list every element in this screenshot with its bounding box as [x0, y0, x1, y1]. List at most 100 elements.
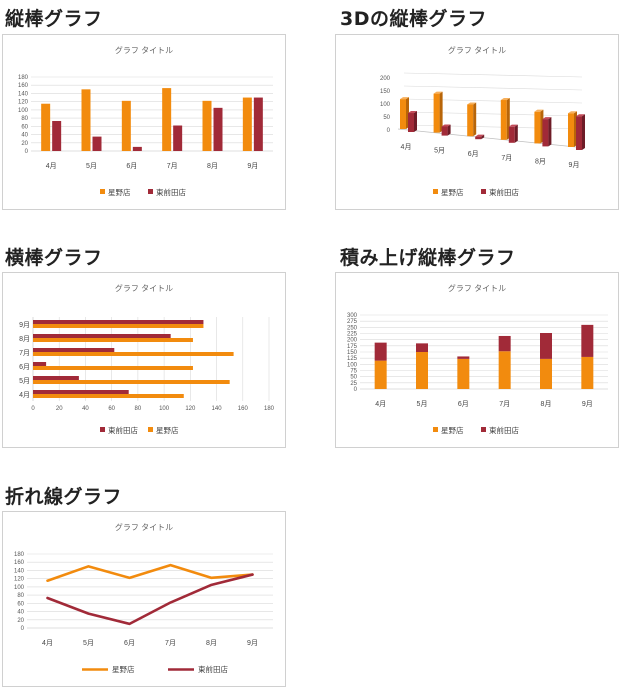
bar-higashimaeda [92, 136, 102, 151]
y-tick-label: 7月 [19, 349, 30, 357]
x-tick-label: 6月 [468, 150, 479, 158]
bar-higashimaeda [173, 125, 183, 151]
bar-hoshino [374, 360, 387, 389]
column-chart: グラフ タイトル 0 20 40 60 80 100 120 140 160 180 4月 5月 6月 7… [18, 45, 273, 197]
y-tick-label: 5月 [19, 377, 30, 385]
y-tick-label: 25 [350, 381, 357, 387]
y-tick-label: 125 [347, 356, 358, 362]
bar-higashimaeda [581, 324, 594, 357]
legend-entry: 星野店 [441, 187, 464, 197]
x-tick-label: 7月 [165, 639, 176, 647]
x-tick-label: 5月 [83, 639, 94, 647]
x-tick-label: 5月 [417, 400, 428, 408]
y-tick-label: 200 [347, 338, 358, 344]
y-tick-label: 80 [21, 116, 28, 122]
y-tick-label: 4月 [19, 391, 30, 399]
y-tick-label: 60 [17, 601, 24, 607]
bar-higashimaeda [33, 348, 115, 352]
y-tick-label: 9月 [19, 321, 30, 329]
bar-hoshino [457, 358, 470, 389]
x-tick-label: 6月 [126, 162, 137, 170]
bar-top [534, 109, 544, 112]
x-tick-label: 5月 [86, 162, 97, 170]
y-tick-label: 8月 [19, 335, 30, 343]
stacked-column-chart-panel: グラフ タイトル 0 25 50 75 100 125 150 175 200 225 250 275… [335, 272, 619, 448]
gridline [403, 111, 583, 117]
y-tick-label: 250 [347, 325, 358, 331]
x-tick-label: 120 [185, 406, 196, 412]
bar-side [548, 117, 552, 147]
bar-higashimaeda [33, 320, 204, 324]
x-tick-label: 40 [82, 406, 89, 412]
x-tick-label: 180 [264, 406, 275, 412]
bar-side [481, 134, 485, 140]
y-tick-label: 225 [347, 332, 358, 338]
x-tick-label: 4月 [401, 143, 412, 151]
y-tick-label: 100 [347, 362, 358, 368]
legend-entry: 星野店 [108, 187, 131, 197]
heading-line-chart: 折れ線グラフ [5, 486, 123, 508]
chart-title: グラフ タイトル [115, 283, 173, 293]
bar-hoshino [41, 103, 51, 151]
y-tick-label: 150 [347, 350, 358, 356]
y-tick-label: 100 [380, 102, 391, 108]
chart-title: グラフ タイトル [115, 45, 173, 55]
gridline [403, 85, 583, 91]
bar-front-hoshino [467, 104, 474, 137]
heading-stacked-column-chart: 積み上げ縦棒グラフ [340, 247, 516, 269]
bar-front-higashimaeda [408, 113, 414, 132]
x-tick-label: 8月 [207, 162, 218, 170]
y-tick-label: 140 [14, 568, 25, 574]
legend-swatch [148, 189, 153, 194]
gridline [403, 98, 583, 104]
x-tick-label: 7月 [167, 162, 178, 170]
bar-top [441, 124, 451, 127]
bar-higashimaeda [253, 97, 263, 151]
y-tick-label: 140 [18, 91, 29, 97]
bar-higashimaeda [52, 120, 62, 151]
y-tick-label: 75 [350, 369, 357, 375]
y-tick-label: 200 [380, 76, 391, 82]
y-tick-label: 20 [17, 618, 24, 624]
bar-hoshino [121, 100, 131, 151]
legend-swatch [481, 427, 486, 432]
gridline [403, 124, 583, 130]
bar-hoshino [498, 351, 511, 389]
bar-higashimaeda [132, 146, 142, 151]
y-tick-label: 180 [18, 75, 29, 81]
bar-top [576, 114, 585, 117]
bar-front-higashimaeda [576, 116, 582, 150]
legend-swatch [100, 427, 105, 432]
y-tick-label: 0 [21, 626, 25, 632]
bar-hoshino [33, 324, 204, 328]
legend-entry: 東前田店 [156, 187, 186, 197]
bar-top [508, 124, 518, 127]
line-chart: グラフ タイトル 0 20 40 60 80 100 120 140 160 180 4月 5月 6月 7… [14, 522, 273, 674]
y-tick-label: 0 [25, 149, 29, 155]
bar-hoshino [581, 356, 594, 389]
y-tick-label: 100 [14, 585, 25, 591]
bar-hoshino [416, 352, 428, 389]
bar-chart-panel: グラフ タイトル 0 20 40 60 80 100 120 140 160 180 4月 5月 6月 7… [2, 272, 286, 448]
bar-top [400, 97, 409, 100]
y-tick-label: 40 [21, 133, 28, 139]
y-tick-label: 40 [17, 610, 24, 616]
legend-entry: 星野店 [441, 425, 464, 435]
y-tick-label: 180 [14, 552, 25, 558]
bar-front-higashimaeda [508, 126, 515, 143]
bar-hoshino [202, 100, 212, 151]
bar-front-hoshino [534, 111, 541, 144]
x-tick-label: 4月 [375, 400, 386, 408]
bar-top [408, 111, 417, 114]
y-tick-label: 300 [347, 313, 358, 319]
y-tick-label: 50 [383, 115, 390, 121]
bar-higashimaeda [33, 376, 79, 380]
x-tick-label: 8月 [541, 400, 552, 408]
bar-front-hoshino [400, 99, 406, 129]
y-tick-label: 20 [21, 141, 28, 147]
bar-higashimaeda [33, 334, 171, 338]
legend-swatch [433, 427, 438, 432]
line-hoshino [46, 563, 254, 583]
x-tick-label: 8月 [535, 157, 546, 165]
legend-entry: 東前田店 [489, 425, 519, 435]
